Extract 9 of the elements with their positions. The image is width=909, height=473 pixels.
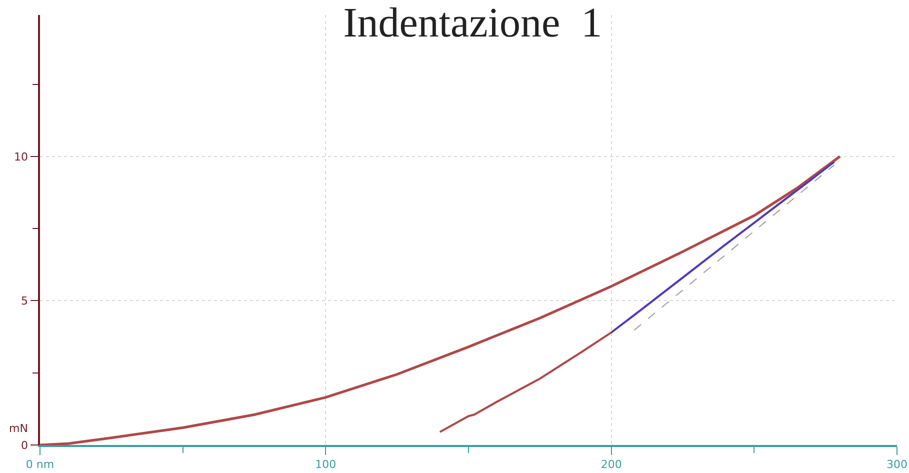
- x-tick-label: 0 nm: [26, 458, 54, 471]
- x-tick-label: 300: [886, 458, 908, 471]
- x-tick-label: 100: [315, 458, 336, 471]
- chart-title: Indentazione 1: [343, 0, 602, 46]
- x-tick-label: 200: [600, 458, 622, 471]
- y-tick-label: 5: [21, 294, 28, 308]
- y-tick-label: 10: [14, 150, 28, 164]
- y-axis-title: mN: [9, 422, 28, 435]
- y-tick-label: 0: [21, 438, 28, 452]
